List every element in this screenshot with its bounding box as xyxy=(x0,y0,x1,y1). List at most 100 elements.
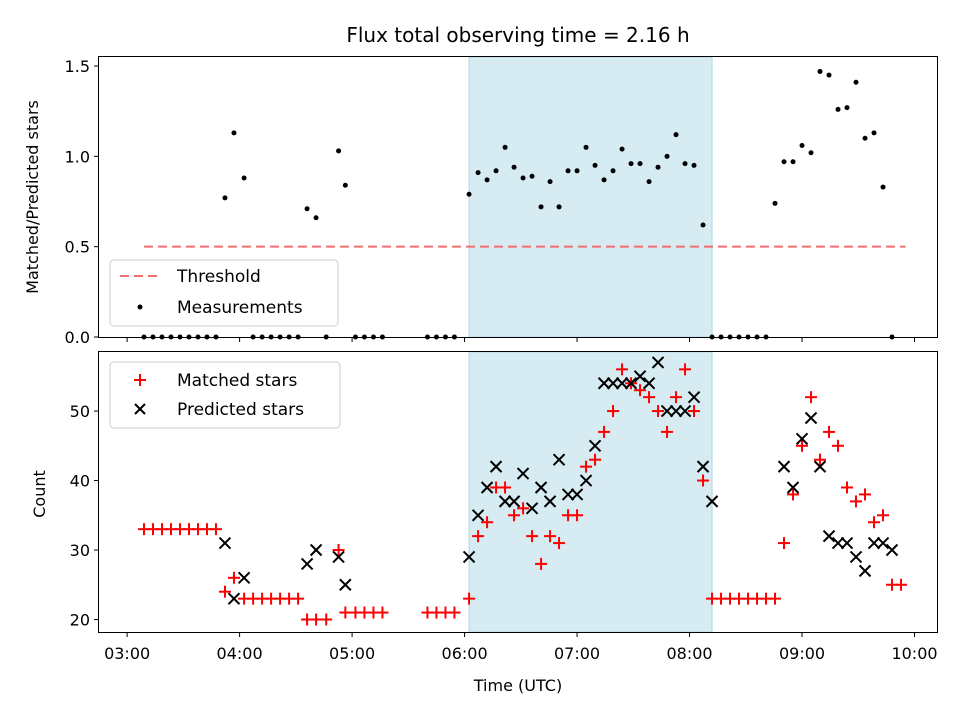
predicted-point xyxy=(858,564,872,578)
measurement-point xyxy=(646,179,652,185)
measurement-point xyxy=(799,143,805,149)
predicted-point xyxy=(543,495,557,508)
measurement-point xyxy=(655,164,661,170)
measurement-point xyxy=(475,170,481,176)
measurement-point xyxy=(601,177,607,183)
measurement-point xyxy=(700,222,706,228)
matched-point xyxy=(227,571,240,584)
bottom-matched-points xyxy=(137,363,908,626)
measurement-point xyxy=(313,215,319,221)
matched-point xyxy=(697,474,710,487)
matched-point xyxy=(376,606,389,619)
matched-point xyxy=(805,391,818,404)
predicted-point xyxy=(615,377,629,390)
bottom-y-tick-label: 20 xyxy=(70,610,90,629)
measurement-point xyxy=(583,144,589,150)
top-measurement-points xyxy=(141,68,895,340)
matched-point xyxy=(877,509,890,522)
measurement-point xyxy=(502,144,508,150)
matched-point xyxy=(670,391,683,404)
top-y-tick-label: 0.5 xyxy=(65,238,90,257)
matched-point xyxy=(652,405,665,418)
matched-point xyxy=(607,405,620,418)
measurement-point xyxy=(574,168,580,174)
matched-point xyxy=(769,592,782,605)
matched-point xyxy=(571,509,584,522)
matched-point xyxy=(796,439,809,452)
measurement-point xyxy=(637,161,643,167)
predicted-point xyxy=(840,536,854,550)
x-tick-label: 04:00 xyxy=(217,644,263,663)
matched-point xyxy=(209,523,222,536)
predicted-point xyxy=(705,495,719,508)
legend-threshold-label: Threshold xyxy=(176,267,261,287)
predicted-point xyxy=(561,488,575,501)
measurement-point xyxy=(619,146,625,152)
matched-point xyxy=(841,481,854,494)
legend-matched-swatch xyxy=(134,374,146,386)
measurement-point xyxy=(565,168,571,174)
top-legend-box xyxy=(109,259,339,327)
matched-point xyxy=(616,363,629,376)
matched-point xyxy=(218,585,231,598)
predicted-point xyxy=(309,543,323,557)
measurement-point xyxy=(673,132,679,138)
predicted-point xyxy=(642,377,656,390)
measurement-point xyxy=(808,150,814,156)
measurement-point xyxy=(772,200,778,206)
predicted-point xyxy=(804,411,818,425)
predicted-point xyxy=(795,432,809,446)
matched-point xyxy=(517,502,530,515)
matched-point xyxy=(472,530,485,543)
predicted-point xyxy=(831,536,845,550)
predicted-point xyxy=(579,474,593,487)
matched-point xyxy=(508,509,521,522)
predicted-point xyxy=(597,377,611,390)
matched-point xyxy=(553,537,566,550)
matched-point xyxy=(332,544,345,557)
predicted-point xyxy=(552,453,566,466)
measurement-point xyxy=(844,105,850,111)
matched-point xyxy=(850,495,863,508)
predicted-point xyxy=(516,467,530,480)
predicted-point xyxy=(339,578,352,591)
matched-point xyxy=(320,613,333,626)
measurement-point xyxy=(342,182,348,188)
x-tick-label: 08:00 xyxy=(666,644,712,663)
matched-point xyxy=(778,537,791,550)
bottom-predicted-points xyxy=(218,356,899,605)
predicted-point xyxy=(462,550,476,564)
measurement-point xyxy=(241,175,247,181)
predicted-point xyxy=(227,592,241,605)
bottom-axes-frame xyxy=(98,351,938,633)
measurement-point xyxy=(592,162,598,168)
measurement-point xyxy=(304,206,310,212)
measurement-point xyxy=(222,195,228,201)
measurement-point xyxy=(826,72,832,78)
matched-point xyxy=(310,613,323,626)
matched-point xyxy=(787,488,800,501)
measurement-point xyxy=(817,68,823,74)
predicted-point xyxy=(588,439,602,453)
bottom-y-ticks: 20 30 40 50 xyxy=(70,402,99,629)
top-observing-window xyxy=(468,56,713,338)
top-x-ticks xyxy=(126,337,916,342)
top-legend: Threshold Measurements xyxy=(109,259,339,327)
matched-point xyxy=(535,557,548,570)
predicted-point xyxy=(332,550,345,564)
predicted-point xyxy=(606,377,620,390)
matched-point xyxy=(544,530,557,543)
observing-window-span xyxy=(468,56,713,338)
measurement-point xyxy=(520,175,526,181)
predicted-point xyxy=(777,460,791,473)
measurement-point xyxy=(682,161,688,167)
measurement-point xyxy=(610,168,616,174)
measurement-point xyxy=(466,191,472,197)
measurement-point xyxy=(556,204,562,210)
predicted-point xyxy=(849,550,863,564)
bottom-y-tick-label: 50 xyxy=(70,402,90,421)
x-tick-label: 05:00 xyxy=(329,644,375,663)
x-tick-label: 07:00 xyxy=(554,644,600,663)
